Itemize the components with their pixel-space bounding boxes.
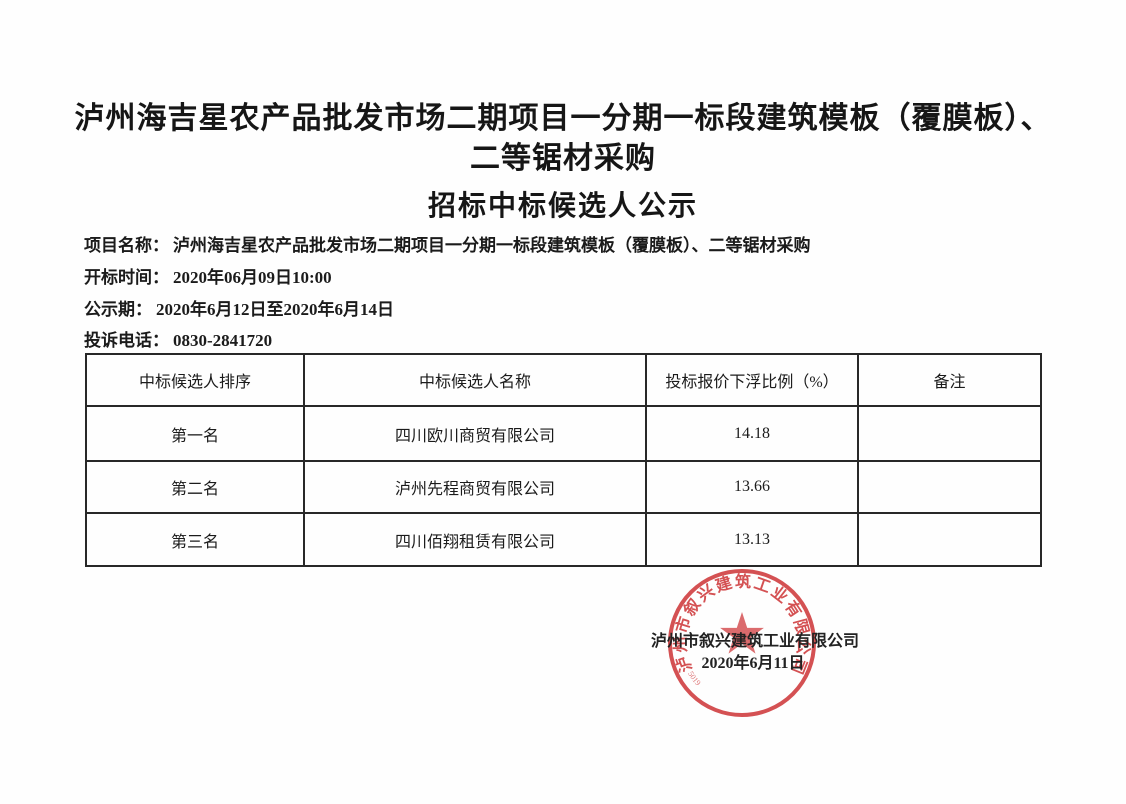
cell-remarks (857, 405, 1042, 462)
document-title: 泸州海吉星农产品批发市场二期项目一分期一标段建筑模板（覆膜板）、 二等锯材采购 (0, 99, 1126, 179)
candidates-table: 中标候选人排序 中标候选人名称 投标报价下浮比例（%） 备注 第一名 四川欧川商… (85, 353, 1042, 567)
cell-candidate-name: 四川欧川商贸有限公司 (303, 405, 647, 462)
cell-remarks (857, 460, 1042, 514)
signature-company: 泸州市叙兴建筑工业有限公司 (650, 633, 859, 650)
cell-discount-ratio: 14.18 (645, 405, 859, 462)
info-line-publicity-period: 公示期： 2020年6月12日至2020年6月14日 (84, 295, 394, 320)
cell-rank: 第三名 (85, 512, 305, 567)
info-line-complaint-phone: 投诉电话： 0830-2841720 (84, 326, 272, 351)
table-row: 第一名 四川欧川商贸有限公司 14.18 (85, 405, 1042, 462)
document-subtitle: 招标中标候选人公示 (427, 191, 698, 222)
complaint-phone-value: 0830-2841720 (173, 331, 273, 350)
project-name-label: 项目名称： (84, 236, 169, 255)
star-icon (720, 612, 764, 654)
info-line-bid-opening-time: 开标时间： 2020年06月09日10:00 (84, 263, 332, 288)
header-candidate-name: 中标候选人名称 (303, 353, 647, 407)
header-remarks: 备注 (857, 353, 1042, 407)
company-seal-stamp: 泸州市叙兴建筑工业有限公司 5019 (668, 569, 816, 717)
cell-rank: 第一名 (85, 405, 305, 462)
header-discount-ratio: 投标报价下浮比例（%） (645, 353, 859, 407)
cell-remarks (857, 512, 1042, 567)
stamp-ring (668, 569, 816, 717)
project-name-value: 泸州海吉星农产品批发市场二期项目一分期一标段建筑模板（覆膜板）、二等锯材采购 (173, 236, 811, 255)
header-rank: 中标候选人排序 (85, 353, 305, 407)
cell-discount-ratio: 13.13 (645, 512, 859, 567)
bid-opening-time-value: 2020年06月09日10:00 (173, 268, 332, 287)
signature-date: 2020年6月11日 (701, 655, 805, 672)
cell-discount-ratio: 13.66 (645, 460, 859, 514)
info-line-project-name: 项目名称： 泸州海吉星农产品批发市场二期项目一分期一标段建筑模板（覆膜板）、二等锯… (84, 231, 811, 256)
publicity-period-label: 公示期： (84, 300, 152, 319)
cell-candidate-name: 四川佰翔租赁有限公司 (303, 512, 647, 567)
cell-candidate-name: 泸州先程商贸有限公司 (303, 460, 647, 514)
title-line-1: 泸州海吉星农产品批发市场二期项目一分期一标段建筑模板（覆膜板）、 (74, 102, 1052, 135)
publicity-period-value: 2020年6月12日至2020年6月14日 (156, 300, 394, 319)
cell-rank: 第二名 (85, 460, 305, 514)
complaint-phone-label: 投诉电话： (84, 331, 169, 350)
bid-opening-time-label: 开标时间： (84, 268, 169, 287)
title-line-2: 二等锯材采购 (470, 142, 656, 175)
table-header-row: 中标候选人排序 中标候选人名称 投标报价下浮比例（%） 备注 (85, 353, 1042, 407)
table-row: 第二名 泸州先程商贸有限公司 13.66 (85, 460, 1042, 514)
table-row: 第三名 四川佰翔租赁有限公司 13.13 (85, 512, 1042, 567)
